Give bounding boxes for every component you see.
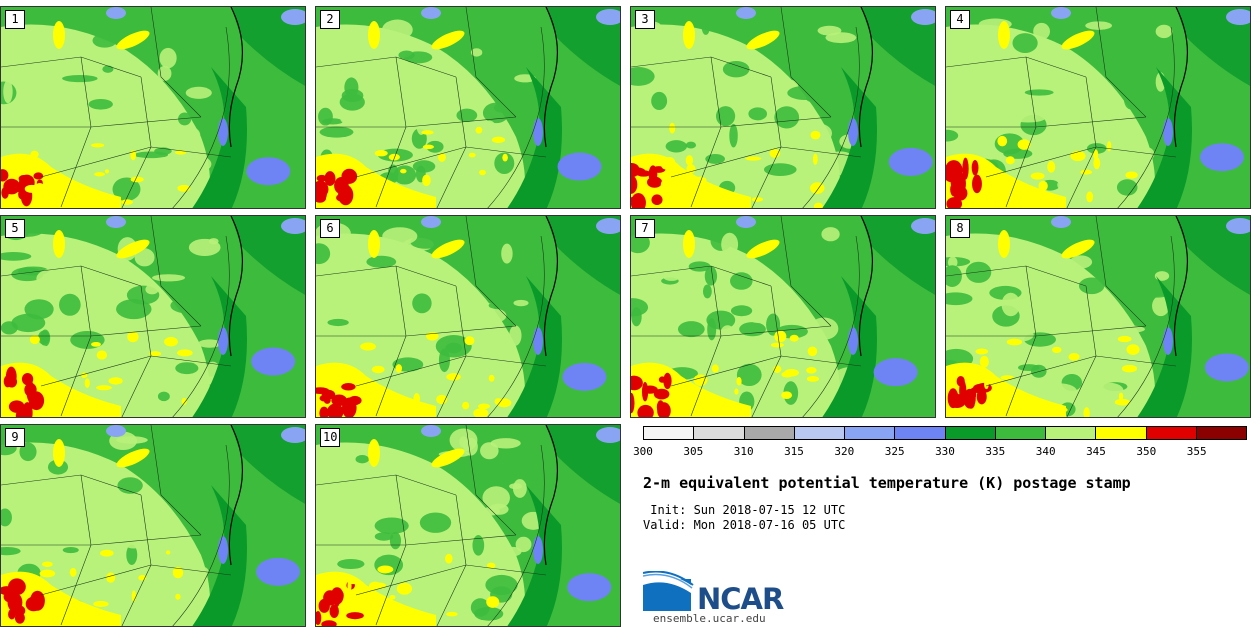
colorbar-segment [995, 427, 1046, 439]
colorbar-segment [744, 427, 795, 439]
colorbar-tick-label: 330 [935, 445, 955, 458]
map-image [316, 425, 620, 626]
colorbar [643, 426, 1247, 440]
map-image [946, 7, 1250, 208]
map-image [631, 216, 935, 417]
panel-label: 4 [950, 10, 970, 29]
logo-text: NCAR [697, 582, 784, 616]
colorbar-segment [1096, 427, 1147, 439]
colorbar-segment [694, 427, 745, 439]
map-image [316, 216, 620, 417]
colorbar-segment [1146, 427, 1197, 439]
ncar-logo-icon [643, 571, 694, 611]
panel-label: 2 [320, 10, 340, 29]
colorbar-tick-label: 325 [884, 445, 905, 458]
colorbar-tick-label: 350 [1136, 445, 1157, 458]
member-panel-9: 9 [0, 424, 306, 627]
panel-label: 8 [950, 219, 970, 238]
panel-label: 7 [635, 219, 655, 238]
colorbar-tick-label: 345 [1086, 445, 1106, 458]
panel-label: 3 [635, 10, 655, 29]
valid-time: Valid: Mon 2018-07-16 05 UTC [643, 518, 846, 532]
panel-label: 1 [5, 10, 25, 29]
panel-label: 5 [5, 219, 25, 238]
init-time: Init: Sun 2018-07-15 12 UTC [643, 503, 846, 517]
colorbar-segment [644, 427, 695, 439]
colorbar-ticks: 300 305 310 315 320 325 330 335 340 345 350 355 [633, 445, 1247, 459]
site-url: ensemble.ucar.edu [653, 612, 766, 625]
map-image [1, 216, 305, 417]
colorbar-segment [895, 427, 946, 439]
member-panel-3: 3 [630, 6, 936, 209]
colorbar-tick-label: 340 [1035, 445, 1056, 458]
map-image [316, 7, 620, 208]
panel-label: 10 [320, 428, 341, 447]
colorbar-segment [1196, 427, 1246, 439]
chart-title: 2-m equivalent potential temperature (K)… [643, 474, 1131, 492]
colorbar-tick-label: 305 [683, 445, 704, 458]
member-panel-6: 6 [315, 215, 621, 418]
colorbar-tick-label: 320 [834, 445, 855, 458]
member-panel-7: 7 [630, 215, 936, 418]
colorbar-segment [1046, 427, 1097, 439]
colorbar-tick-label: 315 [784, 445, 804, 458]
colorbar-segment [945, 427, 996, 439]
member-panel-5: 5 [0, 215, 306, 418]
member-panel-4: 4 [945, 6, 1251, 209]
member-panel-10: 10 [315, 424, 621, 627]
colorbar-segment [845, 427, 896, 439]
colorbar-tick-label: 355 [1186, 445, 1207, 458]
map-image [1, 7, 305, 208]
member-panel-2: 2 [315, 6, 621, 209]
member-panel-1: 1 [0, 6, 306, 209]
colorbar-tick-label: 300 [633, 445, 653, 458]
member-panel-8: 8 [945, 215, 1251, 418]
map-image [631, 7, 935, 208]
map-image [1, 425, 305, 626]
panel-label: 6 [320, 219, 340, 238]
colorbar-tick-label: 335 [985, 445, 1006, 458]
map-image [946, 216, 1250, 417]
panel-label: 9 [5, 428, 25, 447]
colorbar-segment [794, 427, 845, 439]
colorbar-tick-label: 310 [733, 445, 754, 458]
